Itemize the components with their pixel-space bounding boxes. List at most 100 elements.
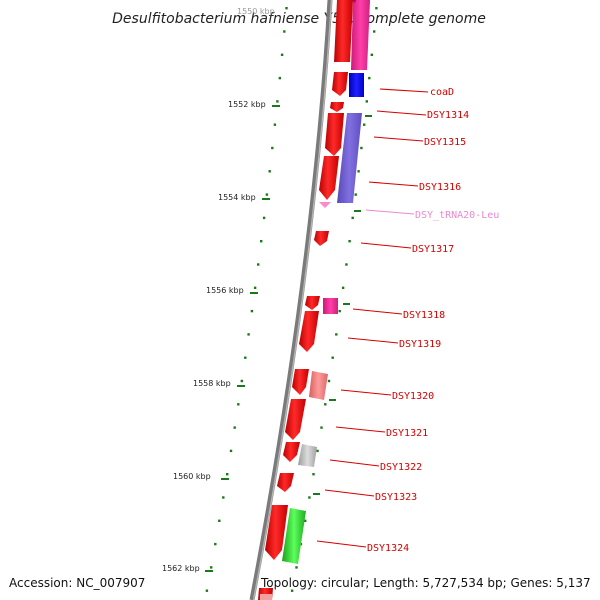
tick-dot (320, 426, 323, 429)
tick-dot (368, 76, 371, 80)
tick-dot (375, 7, 378, 10)
gene-label[interactable]: DSY1318 (403, 310, 445, 321)
gene-arrow[interactable] (325, 113, 344, 156)
tick-dot (276, 100, 279, 103)
gene-DSY1317[interactable] (314, 231, 329, 246)
tick-dot (210, 566, 213, 569)
gene-DSY1315[interactable] (337, 113, 362, 203)
tick-dot (338, 309, 341, 313)
tick-dot (262, 216, 266, 220)
gene-arrow[interactable] (332, 72, 348, 96)
gene-label[interactable]: DSY1320 (392, 391, 434, 402)
gene-DSY1324[interactable] (282, 508, 306, 564)
gene-label[interactable]: DSY1323 (375, 492, 417, 503)
tick-dot (271, 146, 274, 150)
tick-dot (360, 146, 363, 150)
tick-dot (214, 542, 217, 546)
tick-dot (260, 240, 263, 243)
gene-label[interactable]: DSY1315 (424, 137, 466, 148)
tick-dot (285, 7, 288, 10)
kbp-label: 1556 kbp (206, 286, 244, 295)
gene-label[interactable]: DSY_tRNA20-Leu (415, 210, 499, 221)
tick-dot (278, 76, 281, 80)
tick-dot (233, 426, 236, 429)
tick-dot (283, 30, 286, 33)
gene-arrow[interactable] (351, 0, 370, 70)
tick-dot (331, 356, 334, 359)
gene-arrow[interactable] (292, 369, 309, 395)
tick-dot (354, 193, 357, 196)
gene-label[interactable]: coaD (430, 87, 454, 98)
tick-dot (273, 123, 277, 126)
gene-labels: coaD DSY1314 DSY1315 DSY1316 DSY_tRNA20-… (367, 87, 499, 554)
gene-DSY1322[interactable] (298, 444, 317, 467)
tick-dot (341, 286, 345, 289)
tick-dot (312, 473, 315, 476)
gene-leader-lines (316, 88, 429, 548)
kbp-label: 1558 kbp (193, 379, 231, 388)
tick-dot (327, 379, 331, 383)
tick-dot (345, 263, 348, 266)
tick-dot (247, 333, 250, 336)
kbp-label: 1560 kbp (173, 472, 211, 481)
gene-label[interactable]: DSY1321 (386, 428, 428, 439)
gene-label[interactable]: DSY1314 (427, 110, 469, 121)
gene-DSY1318[interactable] (323, 298, 338, 314)
gene-label[interactable]: DSY1316 (419, 182, 461, 193)
tick-dot (370, 53, 373, 56)
gene-label[interactable]: DSY1317 (412, 244, 454, 255)
tick-dot (357, 170, 360, 173)
tick-dot (324, 403, 327, 406)
kbp-label: 1562 kbp (162, 564, 200, 573)
tick-dot (240, 379, 243, 383)
tick-dot (308, 496, 311, 499)
tick-dot (237, 403, 240, 406)
gene-label[interactable]: DSY1324 (367, 543, 409, 554)
tick-dot (222, 496, 225, 499)
tick-dot (295, 566, 298, 569)
gene-DSY1323[interactable] (277, 473, 294, 492)
gene-arrow[interactable] (283, 442, 300, 462)
tick-dot (335, 333, 338, 336)
tick-dot (268, 170, 271, 173)
kbp-scale: 1550 kbp 1552 kbp 1554 kbp 1556 kbp 1558… (162, 7, 280, 573)
tick-dot (363, 123, 366, 126)
gene-arrow[interactable] (352, 0, 356, 3)
topology-text: Topology: circular; Length: 5,727,534 bp… (260, 576, 591, 590)
gene-DSY1319[interactable] (299, 311, 319, 352)
gene-arrow[interactable] (260, 594, 272, 600)
gene-arrow[interactable] (305, 296, 320, 310)
gene-features (258, 0, 370, 600)
gene-DSY1321[interactable] (285, 399, 306, 440)
genome-backbone (249, 0, 333, 600)
gene-label[interactable]: DSY1319 (399, 339, 441, 350)
tick-dot (304, 519, 307, 522)
tick-dot (218, 519, 221, 522)
gene-arrow[interactable] (334, 0, 353, 62)
tick-dot (373, 30, 376, 33)
gene-coaD[interactable] (349, 73, 364, 97)
kbp-label: 1550 kbp (237, 7, 275, 16)
tick-dot (316, 449, 319, 453)
tick-dot (253, 286, 257, 289)
kbp-label: 1554 kbp (218, 193, 256, 202)
gene-arrow[interactable] (265, 505, 288, 560)
tick-dot (265, 193, 269, 196)
outer-tick-ring (205, 7, 288, 592)
tick-dot (351, 216, 354, 220)
tick-dot (244, 356, 247, 359)
tick-dot (226, 473, 229, 476)
gene-DSY1316[interactable] (319, 156, 339, 200)
kbp-label: 1552 kbp (228, 100, 266, 109)
accession-text: Accession: NC_007907 (9, 576, 145, 590)
gene-DSY_tRNA20-Leu[interactable] (319, 202, 331, 208)
tick-dot (365, 100, 368, 103)
map-title: Desulfitobacterium hafniense Y51, comple… (112, 11, 486, 27)
gene-label[interactable]: DSY1322 (380, 462, 422, 473)
gene-DSY1320[interactable] (309, 371, 328, 400)
tick-dot (250, 309, 254, 313)
tick-dot (229, 449, 233, 453)
gene-arrow[interactable] (330, 102, 344, 112)
tick-dot (290, 589, 294, 592)
